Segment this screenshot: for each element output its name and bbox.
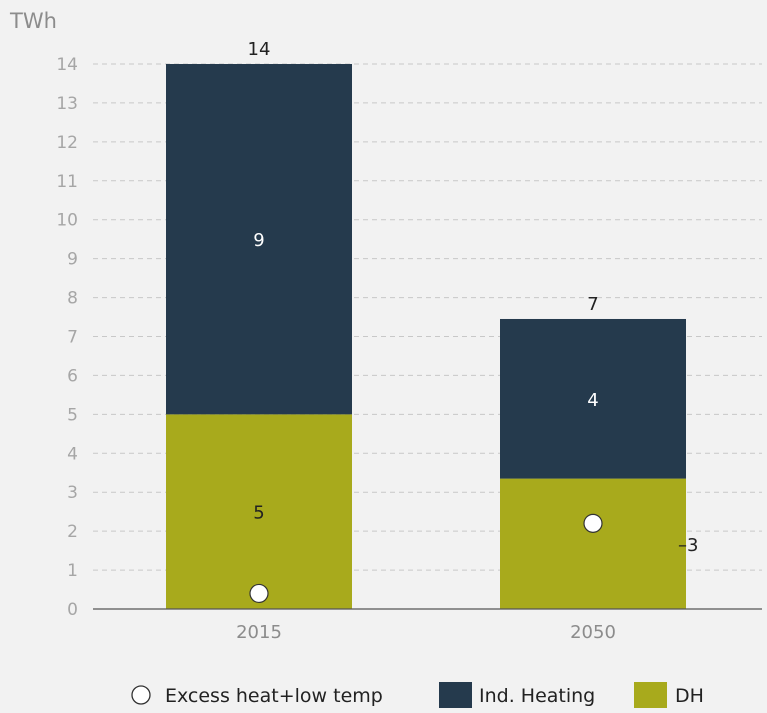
bar-ind-heating-2050 bbox=[500, 318, 686, 479]
total-label: 7 bbox=[587, 294, 598, 315]
y-tick-label: 1 bbox=[67, 561, 78, 581]
x-ticks: 2015 2050 bbox=[236, 622, 616, 643]
y-tick-label: 6 bbox=[67, 366, 78, 386]
data-labels: 5 9 14 4 7 –3 bbox=[248, 39, 699, 556]
total-label: 14 bbox=[248, 39, 271, 60]
legend: Excess heat+low temp Ind. Heating DH bbox=[131, 682, 704, 708]
marker-excess-heat-2050 bbox=[583, 513, 603, 533]
x-tick-label: 2050 bbox=[570, 622, 616, 643]
segment-label: 9 bbox=[253, 230, 264, 251]
y-tick-label: 13 bbox=[56, 94, 78, 114]
y-tick-label: 12 bbox=[56, 133, 78, 153]
segment-label: 5 bbox=[253, 503, 264, 524]
y-tick-label: 8 bbox=[67, 289, 78, 309]
y-tick-label: 2 bbox=[67, 522, 78, 542]
annotation-label: –3 bbox=[678, 535, 698, 556]
segment-label: 4 bbox=[587, 390, 598, 411]
legend-label-ind-heating: Ind. Heating bbox=[479, 685, 595, 707]
bar-ind-heating-2015 bbox=[166, 64, 352, 415]
y-unit-label: TWh bbox=[9, 9, 57, 33]
legend-swatch-ind-heating bbox=[439, 682, 472, 708]
y-tick-label: 10 bbox=[56, 211, 78, 231]
bars bbox=[166, 64, 686, 609]
y-tick-label: 9 bbox=[67, 250, 78, 270]
legend-marker-excess-heat bbox=[131, 685, 151, 705]
marker-excess-heat-2015 bbox=[249, 583, 269, 604]
y-tick-label: 3 bbox=[67, 483, 78, 503]
x-tick-label: 2015 bbox=[236, 622, 282, 643]
y-tick-label: 14 bbox=[56, 55, 78, 75]
legend-swatch-dh bbox=[634, 682, 667, 708]
y-tick-label: 7 bbox=[67, 328, 78, 348]
y-tick-label: 0 bbox=[67, 600, 78, 620]
bar-dh-2015 bbox=[166, 414, 352, 609]
y-tick-label: 4 bbox=[67, 444, 78, 464]
legend-label-dh: DH bbox=[675, 685, 704, 707]
y-tick-label: 5 bbox=[67, 405, 78, 425]
y-tick-label: 11 bbox=[56, 172, 78, 192]
legend-label-excess-heat: Excess heat+low temp bbox=[165, 685, 383, 707]
bar-dh-2050 bbox=[500, 478, 686, 609]
